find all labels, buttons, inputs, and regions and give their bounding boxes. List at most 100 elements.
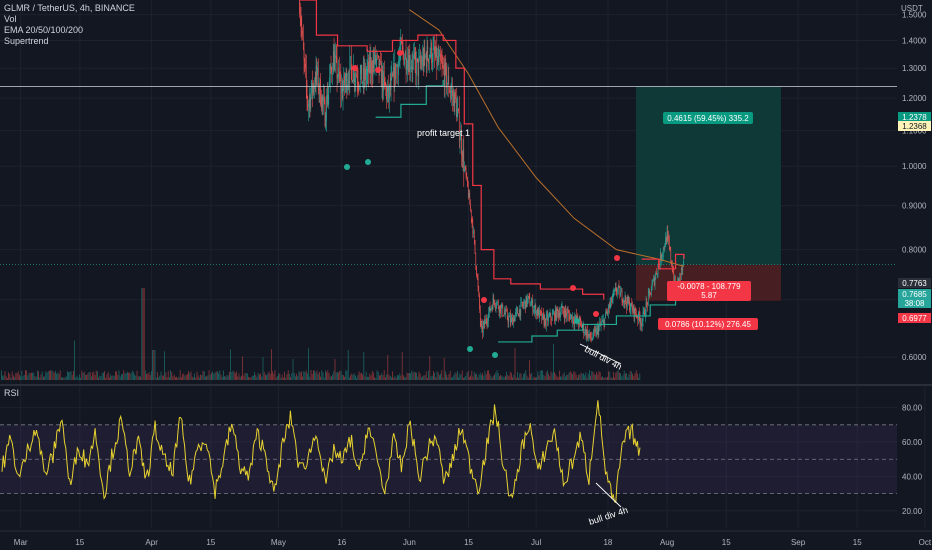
candle-body bbox=[308, 104, 309, 107]
volume-bar bbox=[539, 370, 541, 380]
volume-bar bbox=[302, 376, 303, 380]
volume-bar bbox=[369, 373, 371, 380]
symbol-title[interactable]: GLMR / TetherUS, 4h, BINANCE bbox=[4, 3, 135, 13]
volume-bar bbox=[229, 372, 230, 380]
volume-bar bbox=[578, 374, 579, 380]
time-tick-label: Oct bbox=[919, 538, 932, 547]
volume-bar bbox=[268, 371, 270, 380]
volume-bar bbox=[581, 373, 583, 380]
volume-bar bbox=[293, 372, 295, 380]
volume-bar bbox=[122, 373, 123, 380]
volume-bar bbox=[236, 371, 237, 380]
supertrend-buy-dot bbox=[365, 159, 371, 165]
candle-body bbox=[518, 309, 520, 317]
candle-body bbox=[392, 73, 393, 76]
volume-bar bbox=[583, 373, 584, 380]
candle-body bbox=[421, 62, 423, 66]
volume-bar bbox=[235, 373, 236, 380]
volume-bar bbox=[14, 377, 15, 380]
rsi-tick-label: 60.00 bbox=[902, 438, 923, 447]
volume-bar bbox=[559, 370, 560, 380]
candle-body bbox=[506, 309, 507, 311]
time-tick-label: 15 bbox=[75, 538, 84, 547]
volume-bar bbox=[627, 377, 629, 380]
volume-bar bbox=[495, 372, 497, 380]
volume-bar bbox=[561, 376, 563, 380]
volume-bar bbox=[81, 370, 83, 380]
candle-body bbox=[383, 71, 384, 92]
candle-body bbox=[489, 306, 491, 312]
candle-body bbox=[551, 318, 552, 321]
volume-bar bbox=[37, 370, 38, 380]
volume-bar bbox=[380, 375, 381, 380]
candle-body bbox=[496, 302, 498, 307]
vol-indicator-label[interactable]: Vol bbox=[4, 14, 17, 24]
volume-bar bbox=[291, 373, 293, 380]
volume-bar bbox=[367, 376, 368, 380]
volume-bar bbox=[238, 373, 240, 380]
candle-body bbox=[337, 77, 339, 79]
candle-body bbox=[630, 302, 632, 310]
volume-bar bbox=[431, 375, 433, 380]
volume-bar bbox=[121, 374, 122, 380]
volume-bar bbox=[158, 377, 159, 380]
volume-bar bbox=[507, 374, 509, 380]
candle-body bbox=[420, 62, 422, 64]
rsi-guides bbox=[0, 424, 897, 495]
volume-bar bbox=[356, 377, 357, 380]
candle-body bbox=[453, 93, 455, 112]
candle-body bbox=[373, 59, 375, 64]
time-axis[interactable]: Mar 15 Apr 15 May 16 Jun 15 Jul 18 Aug 15 Sep 15 Oct bbox=[0, 530, 932, 550]
volume-bar bbox=[452, 377, 453, 380]
candle-body bbox=[603, 319, 605, 327]
candle-body bbox=[388, 86, 390, 99]
volume-bar bbox=[586, 377, 588, 380]
volume-bar bbox=[548, 374, 549, 380]
candle-body bbox=[318, 89, 320, 91]
candle-body bbox=[569, 315, 571, 320]
volume-bar bbox=[221, 376, 223, 380]
volume-bar bbox=[320, 376, 321, 380]
volume-bar bbox=[597, 374, 599, 380]
candle-body bbox=[347, 83, 348, 91]
candle-body bbox=[313, 85, 315, 90]
candle-body bbox=[320, 104, 322, 108]
volume-bar bbox=[631, 371, 632, 380]
candle-body bbox=[653, 277, 654, 281]
candle-body bbox=[619, 286, 621, 297]
candle-body bbox=[665, 237, 666, 247]
price-tag-text-target: 1.2378 bbox=[902, 113, 927, 122]
volume-bar bbox=[155, 377, 157, 380]
candle-body bbox=[473, 230, 474, 234]
ema-indicator-label[interactable]: EMA 20/50/100/200 bbox=[4, 25, 84, 35]
volume-bar bbox=[189, 373, 191, 380]
rsi-axis[interactable]: 20.00 40.00 60.00 80.00 bbox=[902, 404, 923, 516]
candle-body bbox=[464, 166, 466, 169]
candle-body bbox=[589, 332, 591, 336]
volume-bar bbox=[99, 375, 101, 380]
candle-body bbox=[514, 315, 516, 322]
candle-body bbox=[597, 326, 599, 335]
candle-body bbox=[587, 329, 588, 339]
candle-body bbox=[492, 298, 494, 310]
supertrend-buy-dot bbox=[574, 318, 580, 324]
volume-bar bbox=[493, 375, 494, 380]
candle-body bbox=[635, 313, 637, 317]
volume-bar bbox=[571, 372, 572, 380]
volume-bar bbox=[19, 374, 20, 380]
candle-body bbox=[626, 296, 628, 308]
volume-bar bbox=[170, 370, 171, 380]
candle-body bbox=[605, 312, 606, 318]
volume-bar bbox=[328, 372, 330, 380]
volume-bar bbox=[376, 370, 378, 380]
candle-body bbox=[346, 72, 348, 91]
price-axis[interactable]: 0.60000.70000.80000.90001.00001.10001.20… bbox=[897, 0, 932, 384]
candle-body bbox=[326, 95, 328, 104]
volume-bar bbox=[55, 370, 56, 380]
rsi-indicator-label[interactable]: RSI bbox=[4, 388, 20, 398]
candle-body bbox=[338, 67, 339, 78]
volume-bar bbox=[509, 371, 511, 380]
volume-bar bbox=[551, 373, 553, 380]
supertrend-indicator-label[interactable]: Supertrend bbox=[4, 36, 49, 46]
